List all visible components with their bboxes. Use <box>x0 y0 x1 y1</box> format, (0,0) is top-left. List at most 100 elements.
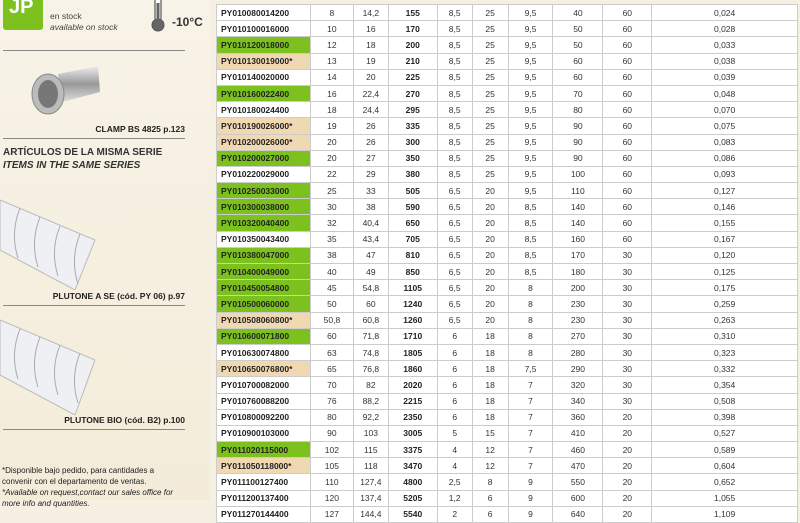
cell: 65 <box>309 360 354 378</box>
cell: 45 <box>309 279 354 297</box>
min-temperature: -10°C <box>172 15 203 29</box>
cell: 7 <box>507 424 554 443</box>
cell: 8,5 <box>436 165 473 184</box>
table-row[interactable]: PY010250033000 25 33 505 6,5 20 9,5 110 60 0,127 <box>216 182 798 200</box>
cell: 280 <box>552 343 604 362</box>
cell: 7 <box>507 408 554 426</box>
cell: 26 <box>352 117 389 135</box>
cell: 270 <box>387 84 438 103</box>
cell: 140 <box>552 198 604 216</box>
stock-label-en: available on stock <box>50 22 118 32</box>
table-row[interactable]: PY010350043400 35 43,4 705 6,5 20 8,5 160 60 0,16… <box>216 230 798 248</box>
cell: 8 <box>471 473 509 491</box>
cell: 9 <box>507 505 554 523</box>
cell: 110 <box>309 473 354 491</box>
product-code: PY010350043400 <box>216 230 311 248</box>
cell: 60 <box>602 117 653 135</box>
table-row[interactable]: PY010400049000 40 49 850 6,5 20 8,5 180 30 0,125 <box>216 262 798 281</box>
cell: 140 <box>552 214 604 232</box>
table-row[interactable]: PY010160022400 16 22,4 270 8,5 25 9,5 70 60 0,048 <box>216 84 798 103</box>
product-code: PY010080014200 <box>216 3 311 22</box>
product-code: PY010130019000* <box>216 52 311 70</box>
table-row[interactable]: PY010200027000 20 27 350 8,5 25 9,5 90 60 0,086 <box>216 149 798 167</box>
table-row[interactable]: PY010450054800 45 54,8 1105 6,5 20 8 200 30 0,175 <box>216 279 798 297</box>
table-row[interactable]: PY010100016000 10 16 170 8,5 25 9,5 50 60 0,028 <box>216 20 798 38</box>
table-row[interactable]: PY010500060000 50 60 1240 6,5 20 8 230 30 0,259 <box>216 295 798 313</box>
cell: 8 <box>507 327 554 345</box>
cell: 210 <box>387 52 438 70</box>
cell: 30 <box>602 311 653 329</box>
divider <box>3 50 185 51</box>
plutone-bio-caption[interactable]: PLUTONE BIO (cód. B2) p.100 <box>64 415 185 425</box>
cell: 0,075 <box>651 117 798 135</box>
table-row[interactable]: PY010320040400 32 40,4 650 6,5 20 8,5 140 60 0,15… <box>216 214 798 232</box>
cell: 8 <box>507 279 554 297</box>
cell: 20 <box>471 262 509 281</box>
cell: 0,093 <box>651 165 798 184</box>
same-series-heading: ARTÍCULOS DE LA MISMA SERIE ITEMS IN THE… <box>3 146 162 172</box>
cell: 0,083 <box>651 133 798 151</box>
cell: 32 <box>309 214 354 232</box>
cell: 1,055 <box>651 489 798 507</box>
cell: 60 <box>602 36 653 54</box>
cell: 170 <box>387 20 438 38</box>
table-row[interactable]: PY010508060800* 50,8 60,8 1260 6,5 20 8 230 30 0,… <box>216 311 798 329</box>
cell: 24,4 <box>352 101 389 119</box>
table-row[interactable]: PY010650076800* 65 76,8 1860 6 18 7,5 290 30 0,33… <box>216 360 798 378</box>
table-row[interactable]: PY010080014200 8 14,2 155 8,5 25 9,5 40 60 0,024 <box>216 3 798 22</box>
table-row[interactable]: PY010630074800 63 74,8 1805 6 18 8 280 30 0,323 <box>216 343 798 362</box>
cell: 90 <box>552 149 604 167</box>
table-row[interactable]: PY011020115000 102 115 3375 4 12 7 460 20 0,589 <box>216 441 798 459</box>
cell: 9,5 <box>507 149 554 167</box>
clamp-caption[interactable]: CLAMP BS 4825 p.123 <box>95 124 185 134</box>
product-code: PY010380047000 <box>216 246 311 265</box>
cell: 20 <box>471 279 509 297</box>
table-row[interactable]: PY010300038000 30 38 590 6,5 20 8,5 140 60 0,146 <box>216 198 798 216</box>
cell: 14,2 <box>352 3 389 22</box>
product-code: PY010300038000 <box>216 198 311 216</box>
table-row[interactable]: PY010800092200 80 92,2 2350 6 18 7 360 20 0,398 <box>216 408 798 426</box>
cell: 25 <box>471 52 509 70</box>
cell: 12 <box>309 36 354 54</box>
cell: 5540 <box>387 505 438 523</box>
table-row[interactable]: PY011050118000* 105 118 3470 4 12 7 470 20 0,604 <box>216 457 798 475</box>
cell: 20 <box>602 505 653 523</box>
cell: 47 <box>352 246 389 265</box>
plutone-a-se-caption[interactable]: PLUTONE A SE (cód. PY 06) p.97 <box>52 291 185 301</box>
table-row[interactable]: PY010190026000* 19 26 335 8,5 25 9,5 90 60 0,075 <box>216 117 798 135</box>
cell: 0,048 <box>651 84 798 103</box>
cell: 40,4 <box>352 214 389 232</box>
cell: 7 <box>507 392 554 410</box>
cell: 18 <box>352 36 389 54</box>
table-row[interactable]: PY010130019000* 13 19 210 8,5 25 9,5 60 60 0,038 <box>216 52 798 70</box>
table-row[interactable]: PY010760088200 76 88,2 2215 6 18 7 340 30 0,508 <box>216 392 798 410</box>
table-row[interactable]: PY010900103000 90 103 3005 5 15 7 410 20 0,527 <box>216 424 798 443</box>
cell: 300 <box>387 133 438 151</box>
table-row[interactable]: PY010180024400 18 24,4 295 8,5 25 9,5 80 60 0,070 <box>216 101 798 119</box>
clamp-fitting-image <box>31 66 100 115</box>
table-row[interactable]: PY011200137400 120 137,4 5205 1,2 6 9 600 20 1,05… <box>216 489 798 507</box>
table-row[interactable]: PY011270144400 127 144,4 5540 2 6 9 640 20 1,109 <box>216 505 798 523</box>
product-code: PY010100016000 <box>216 20 311 38</box>
product-code: PY011270144400 <box>216 505 311 523</box>
cell: 15 <box>471 424 509 443</box>
cell: 295 <box>387 101 438 119</box>
cell: 1860 <box>387 360 438 378</box>
cell: 3005 <box>387 424 438 443</box>
table-row[interactable]: PY011100127400 110 127,4 4800 2,5 8 9 550 20 0,65… <box>216 473 798 491</box>
table-row[interactable]: PY010700082000 70 82 2020 6 18 7 320 30 0,354 <box>216 376 798 394</box>
cell: 0,155 <box>651 214 798 232</box>
cell: 6,5 <box>436 279 473 297</box>
cell: 22,4 <box>352 84 389 103</box>
table-row[interactable]: PY010200026000* 20 26 300 8,5 25 9,5 90 60 0,083 <box>216 133 798 151</box>
cell: 0,039 <box>651 68 798 86</box>
table-row[interactable]: PY010380047000 38 47 810 6,5 20 8,5 170 30 0,120 <box>216 246 798 265</box>
table-row[interactable]: PY010600071800 60 71,8 1710 6 18 8 270 30 0,310 <box>216 327 798 345</box>
table-row[interactable]: PY010120018000 12 18 200 8,5 25 9,5 50 60 0,033 <box>216 36 798 54</box>
table-row[interactable]: PY010140020000 14 20 225 8,5 25 9,5 60 60 0,039 <box>216 68 798 86</box>
table-row[interactable]: PY010220029000 22 29 380 8,5 25 9,5 100 60 0,093 <box>216 165 798 184</box>
product-code: PY010600071800 <box>216 327 311 345</box>
cell: 1105 <box>387 279 438 297</box>
cell: 40 <box>309 262 354 281</box>
cell: 20 <box>471 311 509 329</box>
